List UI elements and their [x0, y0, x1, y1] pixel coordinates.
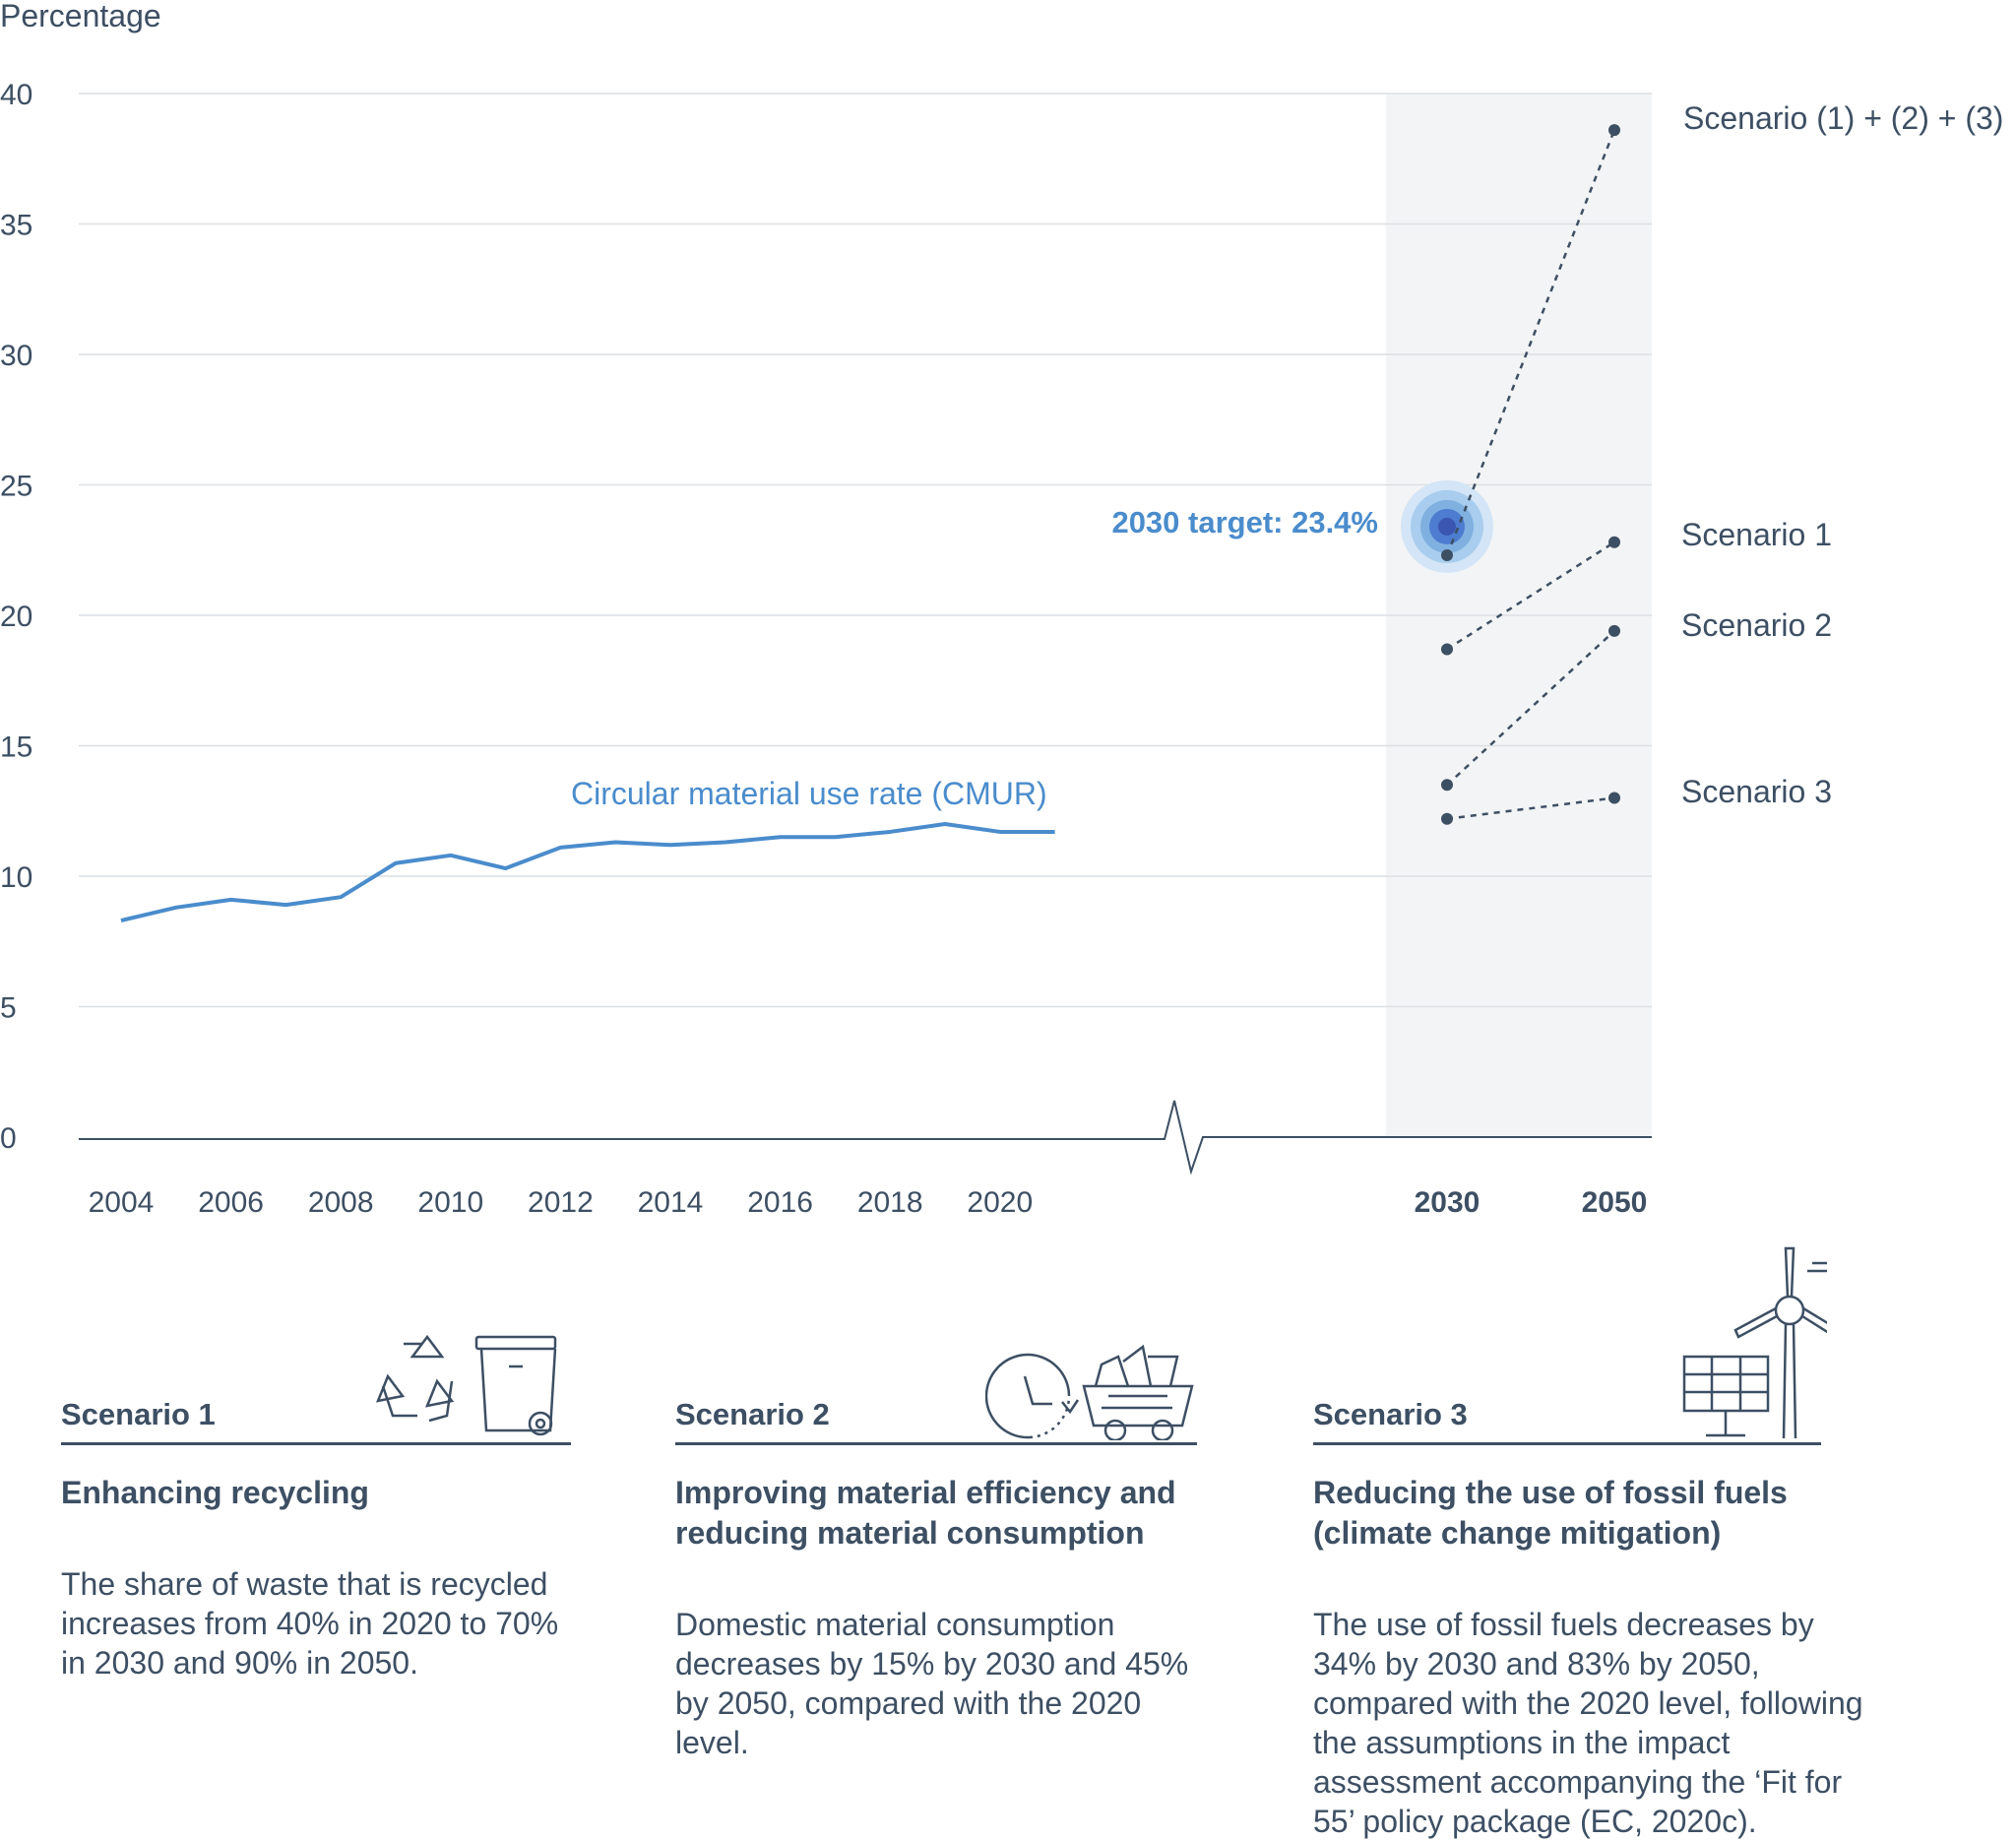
y-tick-label: 15 [0, 731, 32, 764]
target-label: 2030 target: 23.4% [1111, 505, 1378, 540]
scenario-label: Scenario 2 [1681, 607, 1832, 643]
panel-title: Improving material efficiency and reduci… [675, 1475, 1176, 1551]
x-tick-label: 2008 [308, 1186, 374, 1219]
x-tick-label: 2006 [198, 1186, 264, 1219]
x-tick-label-projection: 2050 [1582, 1186, 1648, 1219]
x-tick-label: 2012 [528, 1186, 594, 1219]
scenario-point-2050 [1608, 536, 1620, 548]
panel-text: The share of waste that is recycled incr… [61, 1566, 559, 1681]
scenario-label: Scenario (1) + (2) + (3) [1683, 100, 2003, 136]
recycling-bin-icon [375, 1334, 557, 1436]
x-axis: 2004 2006 2008 2010 2012 2014 2016 2018 2020 2030… [89, 1186, 1648, 1219]
panel-name: Scenario 2 [675, 1397, 830, 1431]
scenario-point-2050 [1608, 624, 1620, 637]
scenario-point-2030 [1441, 643, 1453, 656]
cmur-line [120, 822, 1055, 922]
scenario-point-2030 [1441, 549, 1453, 562]
panel-title: Reducing the use of fossil fuels (climat… [1313, 1475, 1788, 1551]
axis-break [79, 1100, 1652, 1175]
x-tick-label: 2020 [967, 1186, 1033, 1219]
panel-name: Scenario 3 [1313, 1397, 1468, 1431]
scenario-point-2050 [1608, 792, 1620, 804]
scenario-lines: Scenario (1) + (2) + (3) Scenario 1 Scenar… [1441, 100, 2003, 825]
panel-text: Domestic material consumption decreases … [675, 1607, 1189, 1760]
x-tick-label: 2016 [747, 1186, 813, 1219]
panel-name: Scenario 1 [61, 1397, 216, 1431]
scenario-label: Scenario 3 [1681, 774, 1832, 809]
y-tick-label: 25 [0, 471, 32, 503]
scenario-point-2030 [1441, 812, 1453, 825]
panel-title: Enhancing recycling [61, 1475, 369, 1510]
x-tick-label: 2014 [638, 1186, 704, 1219]
panel-text: The use of fossil fuels decreases by 34%… [1313, 1607, 1863, 1839]
scenario-label: Scenario 1 [1681, 517, 1832, 552]
scenario-2-panel: Scenario 2 Improving material efficiency… [675, 1314, 1197, 1762]
target-marker [1401, 479, 1493, 573]
y-axis: 0 5 10 15 20 25 30 35 40 [0, 79, 32, 1155]
scenario-point-2050 [1608, 124, 1620, 137]
scenario-point-2030 [1441, 779, 1453, 792]
scenario-line [1445, 129, 1616, 556]
y-tick-label: 20 [0, 601, 32, 633]
cmur-label: Circular material use rate (CMUR) [571, 776, 1047, 811]
solar-wind-icon [1682, 1246, 1827, 1439]
scenario-1-panel: Scenario 1 Enhancing recycling The share… [61, 1314, 571, 1682]
x-tick-label: 2018 [857, 1186, 923, 1219]
scenario-line [1446, 796, 1615, 820]
y-tick-label: 30 [0, 340, 32, 372]
y-tick-label: 0 [0, 1122, 17, 1155]
y-tick-label: 10 [0, 861, 32, 894]
x-tick-label: 2004 [89, 1186, 155, 1219]
panel-header: Scenario 3 [1313, 1246, 1827, 1445]
y-tick-label: 40 [0, 79, 32, 111]
panel-header: Scenario 1 [61, 1314, 571, 1445]
scenario-line [1446, 540, 1615, 651]
clock-cart-icon [985, 1344, 1194, 1440]
target-ring [1438, 517, 1456, 536]
x-tick-label: 2010 [417, 1186, 483, 1219]
panel-header: Scenario 2 [675, 1314, 1197, 1445]
y-tick-label: 5 [0, 992, 17, 1025]
gridlines [79, 93, 1652, 1008]
scenario-3-panel: Scenario 3 Reducing the use of fossil fu… [1313, 1246, 1864, 1841]
y-tick-label: 35 [0, 210, 32, 242]
x-tick-label-projection: 2030 [1415, 1186, 1480, 1219]
chart: 0 5 10 15 20 25 30 35 40 Percentage 2004 2006 2008… [0, 0, 2003, 1219]
scenario-line [1446, 629, 1615, 787]
y-axis-label: Percentage [0, 0, 161, 33]
